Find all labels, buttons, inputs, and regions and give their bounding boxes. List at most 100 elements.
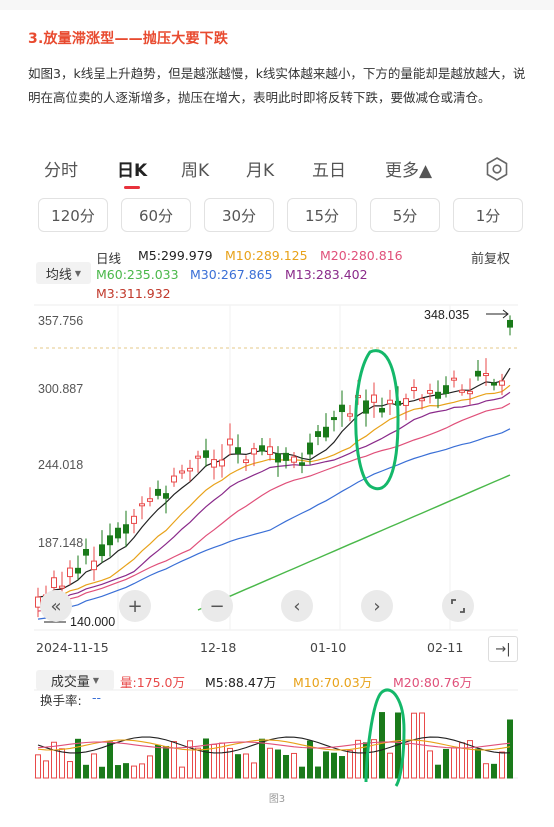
candle-body (99, 544, 105, 557)
volume-bar (43, 760, 49, 779)
candle-body (195, 455, 201, 459)
candle-body (371, 394, 377, 403)
candle-body (259, 445, 265, 452)
volume-bar (387, 752, 393, 779)
volume-bar (163, 745, 169, 779)
candle-body (267, 446, 273, 455)
volume-ma-line (37, 741, 511, 749)
candle-body (435, 391, 441, 399)
adjust-mode-label[interactable]: 前复权 (471, 252, 511, 267)
section-heading: 3.放量滞涨型——抛压大要下跌 (28, 31, 229, 47)
volume-bar (243, 753, 249, 779)
tab-daily-k-label: 日K (117, 160, 148, 181)
candle-body (227, 438, 233, 446)
tab-more[interactable]: 更多▲ (385, 160, 433, 181)
tab-fenshi[interactable]: 分时 (44, 160, 78, 181)
zoom-out-button[interactable]: − (201, 590, 233, 622)
zoom-in-button[interactable]: + (119, 590, 151, 622)
volume-bar (451, 747, 457, 779)
volume-bar (251, 762, 257, 779)
ma13-value: M13:283.402 (285, 267, 368, 282)
volume-bar (195, 747, 201, 779)
tab-daily-k[interactable]: 日K (117, 156, 148, 189)
ma-line (37, 428, 511, 620)
candle-body (451, 377, 457, 381)
period-60min-button[interactable]: 60分 (121, 198, 191, 232)
volume-value: 量:175.0万 (120, 675, 185, 690)
volume-bar (323, 751, 329, 779)
volume-bar (179, 766, 185, 779)
article-paragraph: 如图3，k线呈上升趋势，但是越涨越慢，k线实体越来越小，下方的量能却是越放越大，… (28, 66, 526, 105)
candle-body (107, 535, 113, 546)
candle-body (283, 452, 289, 461)
candle-body (491, 382, 497, 386)
candle-body (155, 488, 161, 496)
pan-left-button[interactable]: ‹ (281, 590, 313, 622)
volume-bar (467, 740, 473, 779)
go-to-latest-button[interactable]: →| (488, 636, 518, 662)
period-15min-button[interactable]: 15分 (287, 198, 357, 232)
volume-bars (35, 712, 513, 779)
ma60-line (197, 474, 511, 611)
volume-bar (275, 749, 281, 779)
volume-ma-lines (37, 736, 511, 754)
candle-body (315, 431, 321, 437)
date-label-2: 12-18 (200, 640, 237, 655)
candle-body (291, 456, 297, 463)
ma20-value: M20:280.816 (320, 248, 403, 263)
candle-body (91, 560, 97, 571)
candle-body (387, 399, 393, 405)
period-30min-button[interactable]: 30分 (204, 198, 274, 232)
candle-body (115, 527, 121, 539)
volume-bar (35, 754, 41, 779)
ma-line (37, 402, 511, 612)
volume-ma10: M10:70.03万 (293, 675, 373, 690)
candle-body (123, 524, 129, 534)
date-label-1: 2024-11-15 (36, 640, 109, 655)
volume-bar (339, 756, 345, 779)
annotation-curve-volume (364, 688, 406, 787)
tab-five-day[interactable]: 五日 (312, 160, 346, 181)
volume-bar (371, 739, 377, 779)
candle-body (443, 385, 449, 394)
price-axis-label-2: 300.887 (38, 382, 83, 396)
candle-body (211, 459, 217, 468)
period-1min-button[interactable]: 1分 (453, 198, 523, 232)
hexagon-gear-icon[interactable] (484, 156, 510, 182)
tab-monthly-k[interactable]: 月K (246, 160, 275, 181)
caret-down-icon: ▼ (74, 268, 82, 278)
ma3-value: M3:311.932 (96, 286, 171, 301)
candle-body (475, 370, 481, 377)
pan-left-fast-button[interactable]: « (40, 590, 72, 622)
top-bar (0, 0, 554, 10)
volume-bar (443, 748, 449, 779)
period-120min-button[interactable]: 120分 (38, 198, 108, 232)
pan-right-button[interactable]: › (361, 590, 393, 622)
volume-ma5: M5:88.47万 (205, 675, 277, 690)
candle-body (139, 503, 145, 507)
price-axis-label-top: 357.756 (38, 314, 83, 328)
caret-down-icon: ▼ (92, 675, 100, 685)
volume-indicator-selector[interactable]: 成交量 ▼ (36, 670, 114, 690)
ma-selector-label: 均线 (45, 267, 72, 283)
fullscreen-button[interactable] (442, 590, 474, 622)
period-5min-button[interactable]: 5分 (370, 198, 440, 232)
volume-bar (507, 719, 513, 779)
volume-bar (491, 763, 497, 779)
volume-bar (435, 764, 441, 779)
ma-selector-button[interactable]: 均线 ▼ (36, 262, 91, 284)
date-label-3: 01-10 (310, 640, 347, 655)
candle-body (147, 498, 153, 502)
candle-body (347, 413, 353, 417)
volume-bar (379, 712, 385, 779)
period-label: 日线 (96, 251, 122, 266)
volume-bar (291, 752, 297, 779)
volume-bar (227, 747, 233, 779)
price-axis-label-4: 187.148 (38, 536, 83, 550)
date-label-4: 02-11 (427, 640, 464, 655)
volume-bar (411, 712, 417, 779)
candle-body (403, 398, 409, 406)
ma60-value: M60:235.033 (96, 267, 179, 282)
tab-weekly-k[interactable]: 周K (181, 160, 210, 181)
